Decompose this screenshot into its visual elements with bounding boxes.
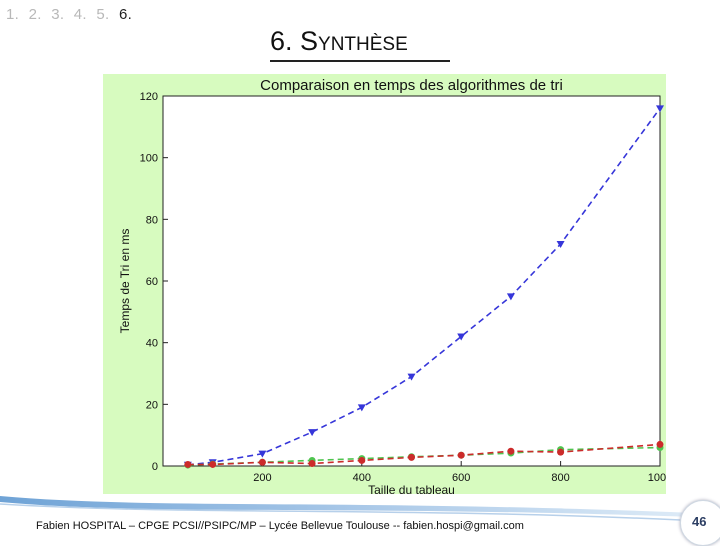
data-point <box>556 241 565 248</box>
breadcrumb-item[interactable]: 1. <box>6 6 20 23</box>
chart-panel: Comparaison en temps des algorithmes de … <box>103 74 666 494</box>
data-point <box>358 456 366 464</box>
x-tick-label: 1000 <box>648 472 666 484</box>
page-number: 46 <box>692 514 707 529</box>
page-number-badge <box>680 500 720 546</box>
breadcrumb: 1. 2. 3. 4. 5. 6. <box>6 6 137 23</box>
breadcrumb-current: 6. <box>118 6 133 23</box>
data-point <box>457 333 466 341</box>
data-point <box>457 451 465 459</box>
breadcrumb-item[interactable]: 4. <box>73 6 87 23</box>
data-point <box>407 373 416 381</box>
breadcrumb-item[interactable]: 2. <box>28 6 42 23</box>
x-tick-label: 200 <box>253 472 271 484</box>
x-axis-label: Taille du tableau <box>368 483 455 494</box>
y-tick-label: 120 <box>140 91 158 103</box>
title-underline <box>270 60 450 62</box>
y-tick-label: 0 <box>152 461 158 473</box>
data-point <box>557 448 565 456</box>
x-tick-label: 400 <box>353 472 371 484</box>
x-tick-label: 800 <box>551 472 569 484</box>
data-point <box>308 460 316 468</box>
data-point <box>184 460 192 468</box>
y-tick-label: 80 <box>146 214 158 226</box>
data-point <box>656 105 664 113</box>
data-point <box>408 453 415 461</box>
breadcrumb-item[interactable]: 5. <box>96 6 110 23</box>
footer-wave-decoration <box>0 496 720 523</box>
footer-credit: Fabien HOSPITAL – CPGE PCSI//PSIPC/MP – … <box>36 520 524 532</box>
data-point <box>507 447 515 455</box>
data-point <box>357 404 366 412</box>
y-tick-label: 100 <box>140 153 158 165</box>
data-point <box>258 458 266 466</box>
data-point <box>209 460 217 468</box>
data-point <box>258 450 267 458</box>
series-line-0 <box>187 107 661 466</box>
chart-title: Comparaison en temps des algorithmes de … <box>260 77 563 94</box>
data-point <box>308 429 317 437</box>
data-point <box>506 293 515 301</box>
x-tick-label: 600 <box>452 472 470 484</box>
sort-time-chart: Comparaison en temps des algorithmes de … <box>118 77 666 494</box>
plot-area <box>162 95 661 467</box>
y-tick-label: 40 <box>146 338 158 350</box>
y-tick-label: 60 <box>146 276 158 288</box>
breadcrumb-item[interactable]: 3. <box>51 6 65 23</box>
y-axis-label: Temps de Tri en ms <box>118 229 132 334</box>
y-tick-label: 20 <box>146 399 158 411</box>
page-title: 6. Synthèse <box>270 26 408 56</box>
data-point <box>656 440 664 448</box>
